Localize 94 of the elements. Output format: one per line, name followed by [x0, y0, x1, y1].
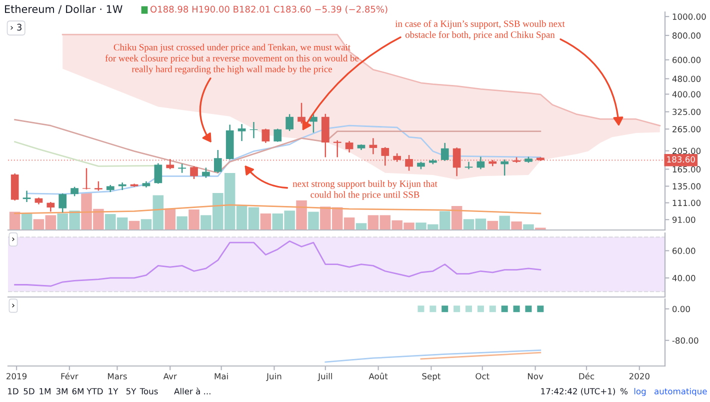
y-tick-label: 800.00	[672, 32, 701, 39]
candlestick	[369, 138, 378, 155]
x-tick-label: Avr	[163, 373, 177, 380]
candlestick	[452, 146, 461, 177]
bar	[308, 212, 319, 230]
candlestick	[274, 128, 282, 142]
bar	[523, 224, 534, 230]
x-tick-label: Juin	[266, 372, 282, 381]
candlestick	[178, 163, 186, 174]
candlestick	[190, 166, 198, 180]
text: 1D	[8, 388, 18, 394]
bar	[164, 208, 176, 230]
bar	[356, 223, 367, 230]
y-tick-label: 205.00	[672, 148, 701, 154]
text: 6M	[72, 388, 84, 394]
ref-line-label: 183.60	[667, 156, 695, 163]
candlestick	[476, 156, 485, 170]
candlestick	[333, 140, 342, 158]
line-series	[324, 350, 542, 363]
candlestick	[70, 186, 78, 197]
y-tick-label: 40.00	[672, 274, 696, 282]
line-series	[14, 118, 542, 174]
bar	[296, 200, 307, 230]
x-tick-label: Mai	[214, 372, 228, 380]
annotation: Chiku Span just crossed under price and Tenkan, we must wait for week closure price but a reverse movement on this on would be really hard regarding the high wall made by the price	[105, 44, 359, 74]
candlestick	[286, 114, 294, 132]
y-tick-label: 0.00	[672, 306, 690, 312]
candlestick	[405, 154, 413, 172]
text: automatique	[654, 388, 707, 396]
candlestick	[381, 146, 390, 166]
y-tick-label: 91.00	[672, 216, 696, 223]
x-tick-label: Août	[368, 372, 388, 380]
chart-title: Ethereum / Dollar · 1W	[5, 4, 122, 14]
text: log	[634, 388, 646, 396]
annotation: next strong support built by Kijun that could hol the price until SSB	[292, 180, 438, 200]
y-tick-label: 325.00	[672, 108, 701, 116]
line-series	[14, 240, 542, 287]
y-tick-label: 60.00	[672, 248, 696, 254]
candlestick	[94, 180, 102, 192]
y-tick-label: -80.00	[672, 337, 698, 344]
bar	[128, 220, 140, 230]
candlestick	[440, 142, 449, 162]
text: 1Y	[108, 388, 118, 394]
x-tick-label: Oct	[476, 373, 490, 380]
x-tick-label: Nov	[528, 373, 544, 380]
bar	[499, 216, 510, 230]
y-tick-label: 135.00	[672, 183, 701, 190]
text: Tous	[140, 388, 158, 394]
text: 5Y	[126, 388, 136, 394]
candlestick	[262, 128, 270, 144]
y-tick-label: 1000.00	[672, 14, 706, 20]
candlestick	[154, 162, 162, 184]
x-tick-label: Févr	[61, 372, 78, 380]
bar	[260, 213, 272, 230]
text: 5D	[24, 388, 34, 394]
bar	[176, 216, 188, 230]
bar	[21, 213, 32, 230]
x-tick-label: Mars	[108, 373, 127, 380]
y-tick-label: 165.00	[672, 166, 701, 172]
x-tick-label: Sept	[422, 373, 440, 382]
bar	[487, 220, 498, 230]
candlestick	[46, 201, 55, 212]
chart-subtitle: O188.98 H190.00 B182.01 C183.60 −5.39 (−2.85%)	[150, 6, 388, 14]
bar	[511, 221, 522, 230]
candlestick	[202, 167, 210, 178]
x-tick-label: Juill	[318, 372, 332, 381]
bar	[9, 212, 20, 230]
candlestick	[58, 192, 67, 214]
x-tick-label: 2019	[6, 373, 27, 380]
candlestick	[345, 140, 354, 154]
y-tick-label: 400.00	[672, 91, 701, 98]
text: %	[620, 388, 628, 394]
candlestick	[214, 149, 222, 174]
y-tick-label: 480.00	[672, 76, 701, 82]
bar	[188, 209, 200, 230]
text: 3M	[56, 388, 68, 394]
y-tick-label: 111.00	[672, 200, 701, 206]
text: 17:42:42 (UTC+1)	[541, 388, 615, 396]
annotation: › 3	[10, 24, 22, 31]
candlestick	[22, 190, 31, 203]
text: Aller à ...	[174, 388, 210, 394]
candlestick	[238, 123, 246, 142]
annotation: ›	[12, 237, 14, 242]
annotation: ›	[12, 304, 14, 308]
y-tick-label: 265.00	[672, 126, 701, 132]
x-tick-label: Déc	[579, 372, 594, 380]
text: 1M	[40, 388, 50, 394]
text: YTD	[86, 388, 103, 394]
x-tick-label: 2020	[629, 373, 650, 380]
bar	[451, 206, 462, 230]
candlestick	[464, 161, 473, 170]
y-tick-label: 600.00	[672, 56, 701, 64]
candlestick	[166, 158, 174, 170]
annotation: in case of a Kijun’s support, SSB woulb next obstacle for both, price and Chiku Span	[395, 20, 565, 40]
